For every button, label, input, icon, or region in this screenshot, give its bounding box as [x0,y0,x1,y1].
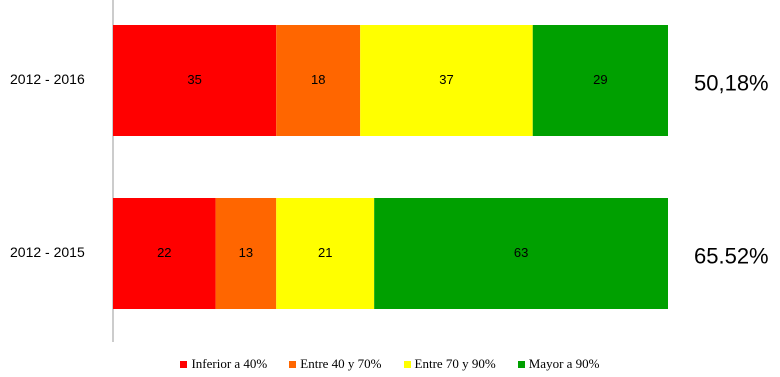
bar-segment [374,198,668,309]
total-label: 65.52% [694,243,769,268]
data-label: 22 [157,245,171,260]
bar-segment [276,25,361,136]
legend-swatch [289,360,297,368]
legend-item: Inferior a 40% [180,356,267,372]
total-label: 50,18% [694,70,769,95]
bar-segment [215,198,277,309]
data-label: 37 [439,72,453,87]
legend-label: Entre 40 y 70% [300,356,382,371]
data-label: 63 [514,245,528,260]
bar-segment [276,198,375,309]
legend-swatch [517,360,525,368]
data-label: 13 [239,245,253,260]
legend-item: Mayor a 90% [517,356,600,372]
legend-label: Inferior a 40% [191,356,268,371]
bar-segment [113,198,216,309]
bar-segment [113,25,277,136]
legend-label: Mayor a 90% [528,356,600,371]
legend-swatch [403,360,411,368]
legend-item: Entre 70 y 90% [403,356,496,372]
legend-label: Entre 70 y 90% [414,356,496,371]
data-label: 29 [593,72,607,87]
legend: Inferior a 40% Entre 40 y 70% Entre 70 y 9… [0,356,780,372]
bar-segment [532,25,668,136]
category-label: 2012 - 2016 [10,71,85,87]
bars: 2012 - 2016 35 18 37 29 50,18% 2012 - 2015 22 13… [10,25,769,309]
bar-segment [360,25,533,136]
legend-swatch [180,360,188,368]
category-label: 2012 - 2015 [10,244,85,260]
data-label: 18 [311,72,325,87]
legend-item: Entre 40 y 70% [289,356,382,372]
data-label: 35 [187,72,201,87]
data-label: 21 [318,245,332,260]
